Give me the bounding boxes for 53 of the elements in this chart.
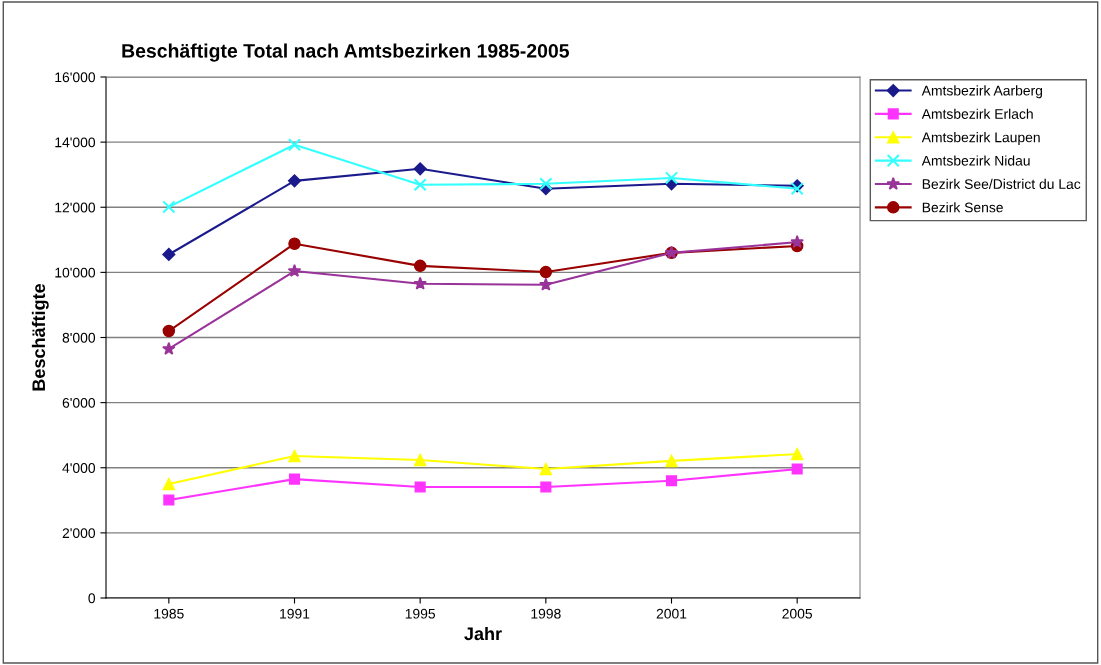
point [163, 494, 175, 506]
point [162, 200, 176, 214]
point [288, 473, 301, 485]
point [665, 475, 678, 487]
x-axis-title: Jahr [464, 626, 502, 641]
legend-label: Amtsbezirk Nidau [921, 155, 1030, 166]
point [791, 463, 803, 475]
point [288, 237, 301, 250]
legend-label: Amtsbezirk Erlach [921, 108, 1033, 119]
point [287, 174, 302, 188]
y-tick-label: 2'000 [62, 528, 96, 539]
point [539, 277, 553, 291]
point [162, 247, 176, 262]
y-tick-label: 0 [88, 593, 96, 604]
x-tick-label: 1995 [405, 608, 436, 619]
y-tick-label: 14'000 [55, 137, 96, 148]
point [288, 449, 301, 463]
point [790, 447, 804, 461]
point [539, 177, 553, 191]
point [162, 341, 176, 355]
legend-label: Amtsbezirk Aarberg [921, 85, 1042, 99]
x-tick-label: 1991 [280, 608, 310, 619]
x-tick-label: 1998 [531, 608, 561, 619]
legend-label: Bezirk See/District du Lac [922, 178, 1081, 189]
point [413, 259, 427, 273]
point [664, 171, 679, 185]
point [287, 263, 302, 277]
point [162, 477, 176, 491]
y-tick-label: 16'000 [55, 72, 96, 83]
point [665, 454, 678, 468]
point [540, 481, 552, 493]
point [413, 162, 427, 176]
x-tick-label: 1985 [154, 608, 184, 619]
point [790, 235, 804, 248]
y-tick-label: 12'000 [55, 202, 96, 213]
point [287, 138, 302, 152]
legend-label: Amtsbezirk Laupen [921, 132, 1040, 146]
y-axis-title: Beschäftigte [31, 283, 49, 391]
point [162, 324, 176, 338]
point [413, 453, 427, 467]
y-tick-label: 4'000 [62, 463, 96, 473]
y-tick-label: 10'000 [55, 267, 96, 278]
x-tick-label: 2005 [782, 608, 813, 619]
point [539, 462, 553, 476]
y-tick-label: 8'000 [62, 332, 96, 343]
y-tick-label: 6'000 [62, 397, 96, 408]
point [539, 265, 553, 279]
point [413, 178, 427, 192]
legend-label: Bezirk Sense [922, 202, 1003, 213]
chart-title: Beschäftigte Total nach Amtsbezirken 1985-2005 [122, 43, 570, 62]
point [413, 276, 427, 290]
x-tick-label: 2001 [656, 608, 687, 619]
point [414, 481, 426, 493]
